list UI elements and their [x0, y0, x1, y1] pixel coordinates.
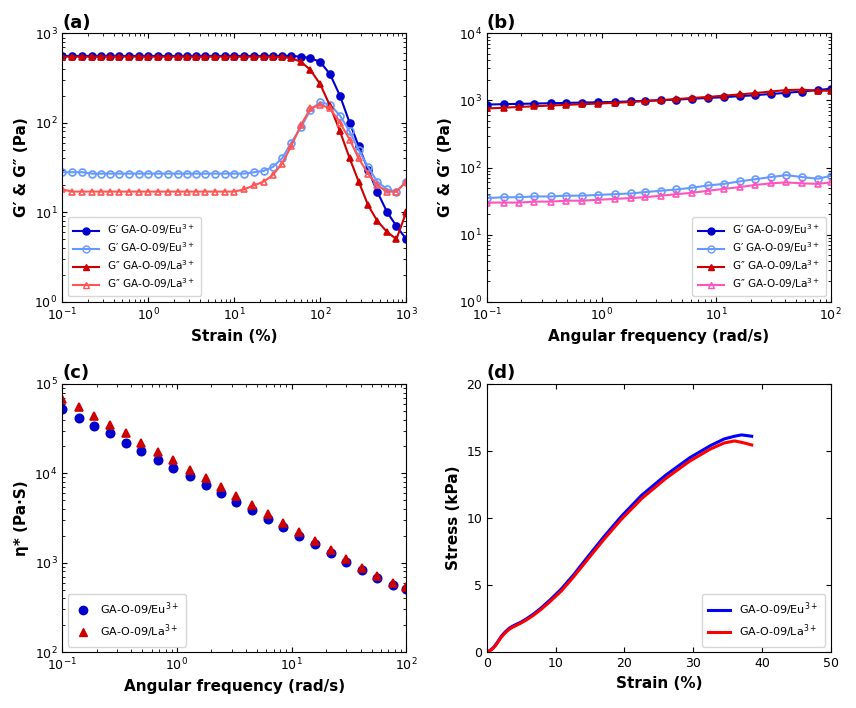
Legend: GA-O-09/Eu$^{3+}$, GA-O-09/La$^{3+}$: GA-O-09/Eu$^{3+}$, GA-O-09/La$^{3+}$	[68, 593, 186, 646]
Legend: GA-O-09/Eu$^{3+}$, GA-O-09/La$^{3+}$: GA-O-09/Eu$^{3+}$, GA-O-09/La$^{3+}$	[702, 593, 825, 646]
X-axis label: Strain (%): Strain (%)	[615, 675, 702, 690]
Y-axis label: G′ & G″ (Pa): G′ & G″ (Pa)	[438, 118, 454, 217]
Y-axis label: η* (Pa·S): η* (Pa·S)	[14, 480, 29, 556]
Text: (a): (a)	[62, 14, 91, 32]
X-axis label: Angular frequency (rad/s): Angular frequency (rad/s)	[549, 329, 770, 343]
Legend: G′ GA-O-09/Eu$^{3+}$, G′ GA-O-09/Eu$^{3+}$, G″ GA-O-09/La$^{3+}$, G″ GA-O-09/La$: G′ GA-O-09/Eu$^{3+}$, G′ GA-O-09/Eu$^{3+…	[693, 217, 825, 297]
Y-axis label: G′ & G″ (Pa): G′ & G″ (Pa)	[14, 118, 29, 217]
Text: (b): (b)	[487, 14, 516, 32]
Y-axis label: Stress (kPa): Stress (kPa)	[446, 466, 461, 570]
Legend: G′ GA-O-09/Eu$^{3+}$, G′ GA-O-09/Eu$^{3+}$, G″ GA-O-09/La$^{3+}$, G″ GA-O-09/La$: G′ GA-O-09/Eu$^{3+}$, G′ GA-O-09/Eu$^{3+…	[68, 217, 200, 297]
X-axis label: Strain (%): Strain (%)	[191, 329, 277, 343]
Text: (d): (d)	[487, 365, 516, 382]
Text: (c): (c)	[62, 365, 90, 382]
X-axis label: Angular frequency (rad/s): Angular frequency (rad/s)	[124, 679, 345, 694]
